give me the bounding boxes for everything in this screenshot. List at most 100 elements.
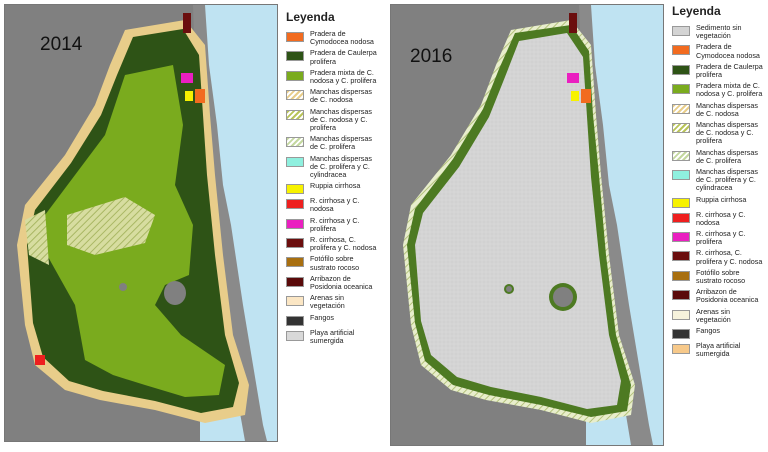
- legend-swatch: [286, 137, 304, 148]
- legend-label: Ruppia cirrhosa: [696, 194, 747, 204]
- legend-label: Manchas dispersas de C. prolifera y C. c…: [310, 153, 372, 180]
- lagoon-map-2016: [403, 5, 663, 445]
- map-panel-2014: 2014 Leyenda Pradera de Cymodocea nodosa…: [4, 4, 380, 448]
- legend-swatch: [672, 123, 690, 134]
- legend-label: R. cirrhosa y C. nodosa: [310, 196, 360, 214]
- legend-label: Playa artificial sumergida: [310, 327, 355, 345]
- legend-2014: Leyenda Pradera de Cymodocea nodosa Prade…: [280, 10, 378, 349]
- legend-item: Arribazon de Posidonia oceanica: [666, 288, 764, 304]
- legend-swatch: [672, 251, 690, 262]
- legend-swatch: [286, 330, 304, 341]
- legend-swatch: [672, 329, 690, 340]
- legend-item: Pradera mixta de C. nodosa y C. prolifer…: [280, 68, 378, 85]
- legend-item: Arribazon de Posidonia oceanica: [280, 274, 378, 291]
- legend-item: Fangos: [666, 326, 764, 340]
- legend-swatch: [672, 150, 690, 161]
- lagoon-map-2014: [17, 5, 277, 441]
- north-zone-3: [185, 91, 193, 101]
- legend-swatch: [672, 344, 690, 355]
- map-2014: [4, 4, 278, 442]
- legend-label: Fangos: [310, 312, 334, 322]
- legend-item: Pradera de Cymodocea nodosa: [666, 43, 764, 59]
- north-zone-1: [567, 73, 579, 83]
- legend-title: Leyenda: [672, 4, 721, 18]
- coastal-strip: [193, 5, 267, 441]
- legend-label: R. cirrhosa y C. prolifera: [310, 215, 360, 233]
- legend-swatch: [672, 84, 690, 95]
- map-year-2016: 2016: [410, 46, 453, 67]
- legend-item: Pradera mixta de C. nodosa y C. prolifer…: [666, 82, 764, 98]
- legend-item: Pradera de Cymodocea nodosa: [280, 29, 378, 47]
- legend-2016: Leyenda Sedimento sin vegetación Pradera …: [666, 4, 764, 362]
- island: [164, 281, 186, 305]
- north-zone-3: [571, 91, 579, 101]
- legend-label: Manchas dispersas de C. nodosa y C. prol…: [310, 106, 372, 133]
- legend-item: Arenas sin vegetación: [666, 306, 764, 324]
- legend-swatch: [672, 232, 690, 243]
- legend-item: R. cirrhosa, C. prolifera y C. nodosa: [666, 249, 764, 265]
- legend-label: Pradera de Caulerpa prolifera: [310, 48, 377, 66]
- legend-swatch: [286, 218, 304, 229]
- north-zone-2: [581, 89, 591, 103]
- legend-swatch: [286, 109, 304, 120]
- legend-item: R. cirrhosa y C. nodosa: [666, 210, 764, 227]
- legend-swatch: [672, 45, 690, 56]
- legend-item: Playa artificial sumergida: [280, 327, 378, 345]
- legend-swatch: [672, 212, 690, 223]
- legend-item: Pradera de Caulerpa prolifera: [280, 49, 378, 65]
- legend-label: Manchas dispersas de C. prolifera: [310, 134, 372, 152]
- islet: [119, 283, 127, 291]
- legend-item: Arenas sin vegetación: [280, 294, 378, 310]
- legend-item: Playa artificial sumergida: [666, 341, 764, 359]
- legend-item: R. cirrhosa, C. prolifera y C. nodosa: [280, 235, 378, 253]
- legend-swatch: [672, 64, 690, 75]
- legend-swatch: [672, 103, 690, 114]
- legend-label: Arenas sin vegetación: [696, 306, 731, 324]
- legend-label: Sedimento sin vegetación: [696, 23, 742, 41]
- legend-item: Manchas dispersas de C. nodosa y C. prol…: [280, 106, 378, 133]
- legend-swatch: [286, 51, 304, 62]
- legend-swatch: [672, 170, 690, 181]
- legend-swatch: [286, 70, 304, 81]
- legend-item: Fangos: [280, 312, 378, 326]
- legend-swatch: [286, 90, 304, 101]
- map-2016: [390, 4, 664, 446]
- south-zone: [35, 355, 45, 365]
- legend-swatch: [286, 32, 304, 42]
- legend-label: R. cirrhosa y C. prolifera: [696, 229, 746, 247]
- legend-swatch: [286, 257, 304, 268]
- legend-label: Fotófilo sobre sustrato rocoso: [696, 267, 746, 286]
- legend-item: Fotófilo sobre sustrato rocoso: [666, 267, 764, 286]
- legend-item: Fotófilo sobre sustrato rocoso: [280, 255, 378, 271]
- legend-item: R. cirrhosa y C. nodosa: [280, 197, 378, 213]
- legend-label: Fangos: [696, 326, 720, 336]
- legend-label: R. cirrhosa, C. prolifera y C. nodosa: [310, 235, 377, 253]
- legend-item: Manchas dispersas de C. prolifera: [280, 135, 378, 151]
- legend-label: Pradera de Caulerpa prolifera: [696, 61, 763, 80]
- legend-swatch: [672, 309, 690, 320]
- legend-item: Ruppia cirrhosa: [280, 182, 378, 195]
- legend-label: Pradera de Cymodocea nodosa: [310, 29, 374, 47]
- coastal-strip: [579, 5, 653, 445]
- legend-label: Pradera mixta de C. nodosa y C. prolifer…: [696, 81, 763, 99]
- map-year-2014: 2014: [40, 34, 83, 55]
- legend-swatch: [672, 26, 690, 36]
- legend-item: Pradera de Caulerpa prolifera: [666, 61, 764, 80]
- legend-label: Manchas dispersas de C. prolifera: [696, 147, 758, 165]
- legend-item: Manchas dispersas de C. nodosa: [666, 101, 764, 118]
- legend-item: R. cirrhosa y C. prolifera: [666, 229, 764, 247]
- legend-title: Leyenda: [286, 10, 335, 24]
- legend-label: Playa artificial sumergida: [696, 341, 741, 359]
- legend-label: Manchas dispersas de C. nodosa: [310, 87, 372, 105]
- north-zone-4: [183, 13, 191, 33]
- north-zone-4: [569, 13, 577, 33]
- north-zone-2: [195, 89, 205, 103]
- legend-swatch: [286, 296, 304, 307]
- legend-item: Manchas dispersas de C. prolifera: [666, 147, 764, 165]
- legend-item: Manchas dispersas de C. nodosa y C. prol…: [666, 120, 764, 146]
- legend-label: Manchas dispersas de C. prolifera y C. c…: [696, 167, 758, 193]
- islet-land: [506, 286, 512, 292]
- legend-label: Fotófilo sobre sustrato rocoso: [310, 254, 360, 272]
- legend-swatch: [286, 184, 304, 195]
- dispersed-patch: [67, 197, 155, 255]
